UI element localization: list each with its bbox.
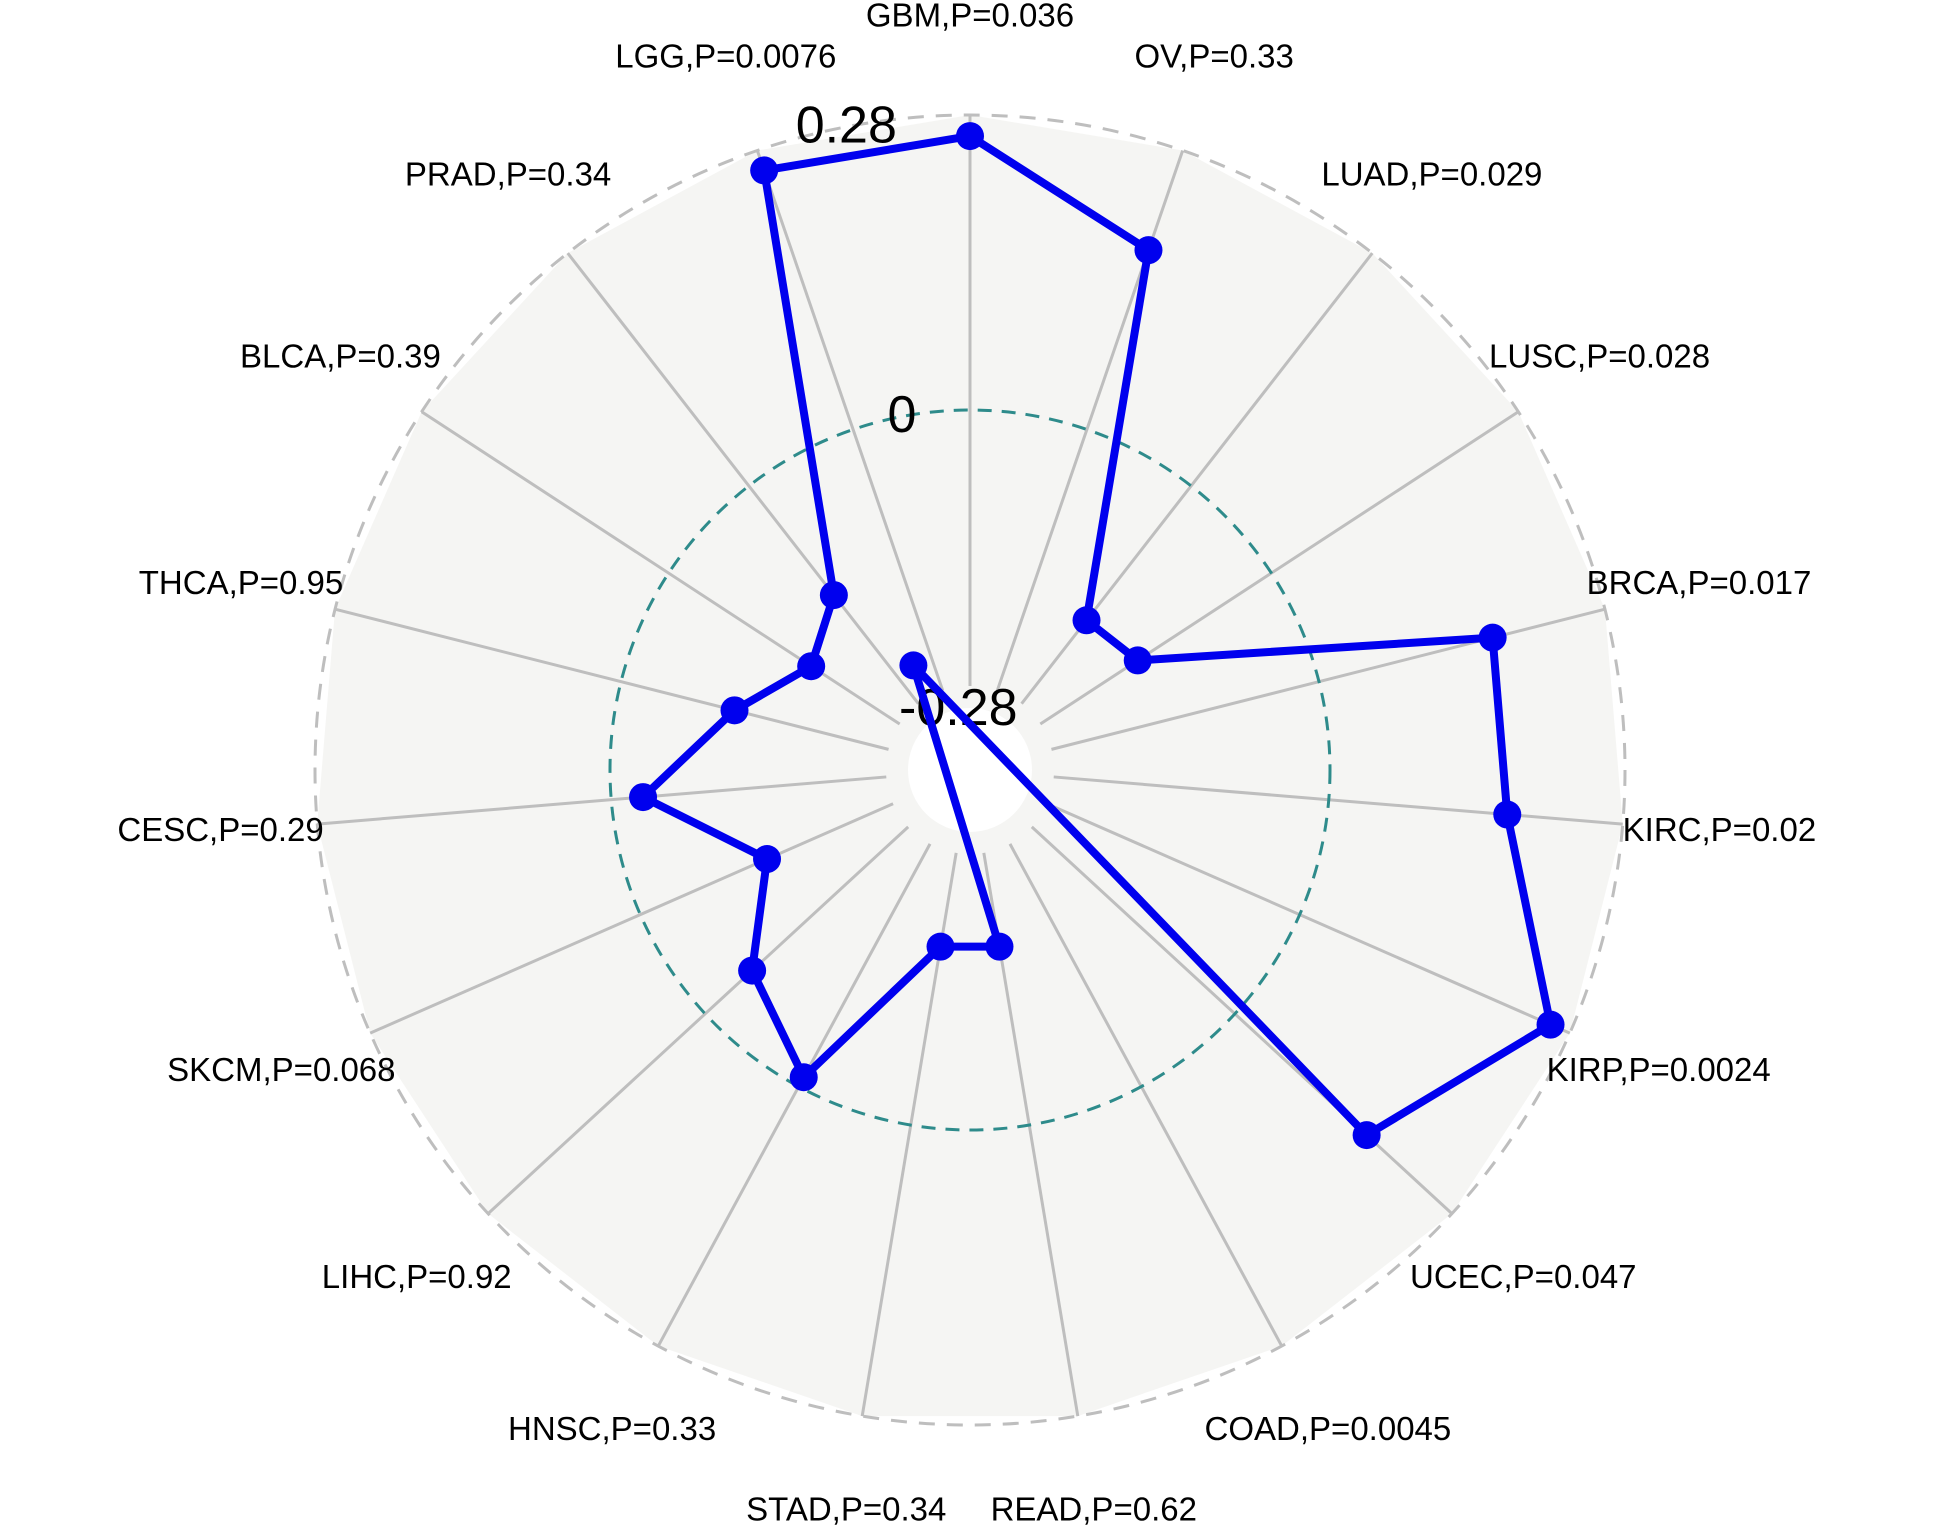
category-label: COAD,P=0.0045 [1205, 1410, 1452, 1447]
category-label: LGG,P=0.0076 [615, 37, 836, 74]
spoke-line [369, 802, 894, 1035]
spoke-line [566, 252, 920, 705]
data-point [750, 156, 779, 185]
data-point [1123, 646, 1152, 675]
data-point [753, 845, 782, 874]
data-point [1352, 1121, 1381, 1150]
category-label: STAD,P=0.34 [746, 1490, 946, 1527]
category-label: UCEC,P=0.047 [1410, 1258, 1637, 1295]
spoke-line [755, 150, 945, 692]
spoke-line [1030, 825, 1453, 1215]
data-point [899, 651, 928, 680]
category-label: PRAD,P=0.34 [405, 155, 611, 192]
category-label: GBM,P=0.036 [866, 0, 1074, 34]
zero-ring [608, 408, 1332, 1132]
category-label: KIRC,P=0.02 [1623, 811, 1817, 848]
radial-tick-label: 0 [888, 386, 917, 444]
outer-ring [313, 113, 1627, 1427]
data-point [985, 932, 1014, 961]
data-point [1536, 1010, 1565, 1039]
category-label: LUSC,P=0.028 [1489, 337, 1710, 374]
data-point [789, 1063, 818, 1092]
data-point [1493, 800, 1522, 829]
data-point [738, 956, 767, 985]
spoke-line [487, 825, 910, 1215]
spoke-line [1008, 843, 1284, 1347]
data-point [926, 932, 955, 961]
category-label: BLCA,P=0.39 [240, 337, 441, 374]
data-point [1134, 236, 1163, 265]
category-label: THCA,P=0.95 [139, 564, 344, 601]
data-point [629, 783, 658, 812]
category-label: BRCA,P=0.017 [1587, 564, 1812, 601]
spoke-line [1046, 802, 1571, 1035]
data-point [1478, 623, 1507, 652]
spoke-line [1051, 607, 1606, 751]
category-label: LUAD,P=0.029 [1321, 155, 1542, 192]
category-label: READ,P=0.62 [991, 1490, 1197, 1527]
category-label: OV,P=0.33 [1135, 37, 1294, 74]
data-point [797, 652, 826, 681]
data-point [956, 122, 984, 151]
radial-tick-label: 0.28 [796, 97, 897, 155]
spoke-line [1039, 410, 1520, 726]
spoke-line [334, 607, 889, 751]
category-label: HNSC,P=0.33 [508, 1410, 716, 1447]
data-point [1072, 606, 1101, 635]
data-point [819, 581, 848, 610]
spoke-line [317, 775, 887, 826]
category-label: CESC,P=0.29 [117, 811, 323, 848]
series-line [639, 132, 1555, 1140]
spoke-line [656, 843, 932, 1347]
data-point [720, 696, 749, 725]
category-label: KIRP,P=0.0024 [1547, 1051, 1771, 1088]
category-label: SKCM,P=0.068 [167, 1051, 395, 1088]
category-label: LIHC,P=0.92 [322, 1258, 512, 1295]
spoke-line [1053, 775, 1623, 826]
